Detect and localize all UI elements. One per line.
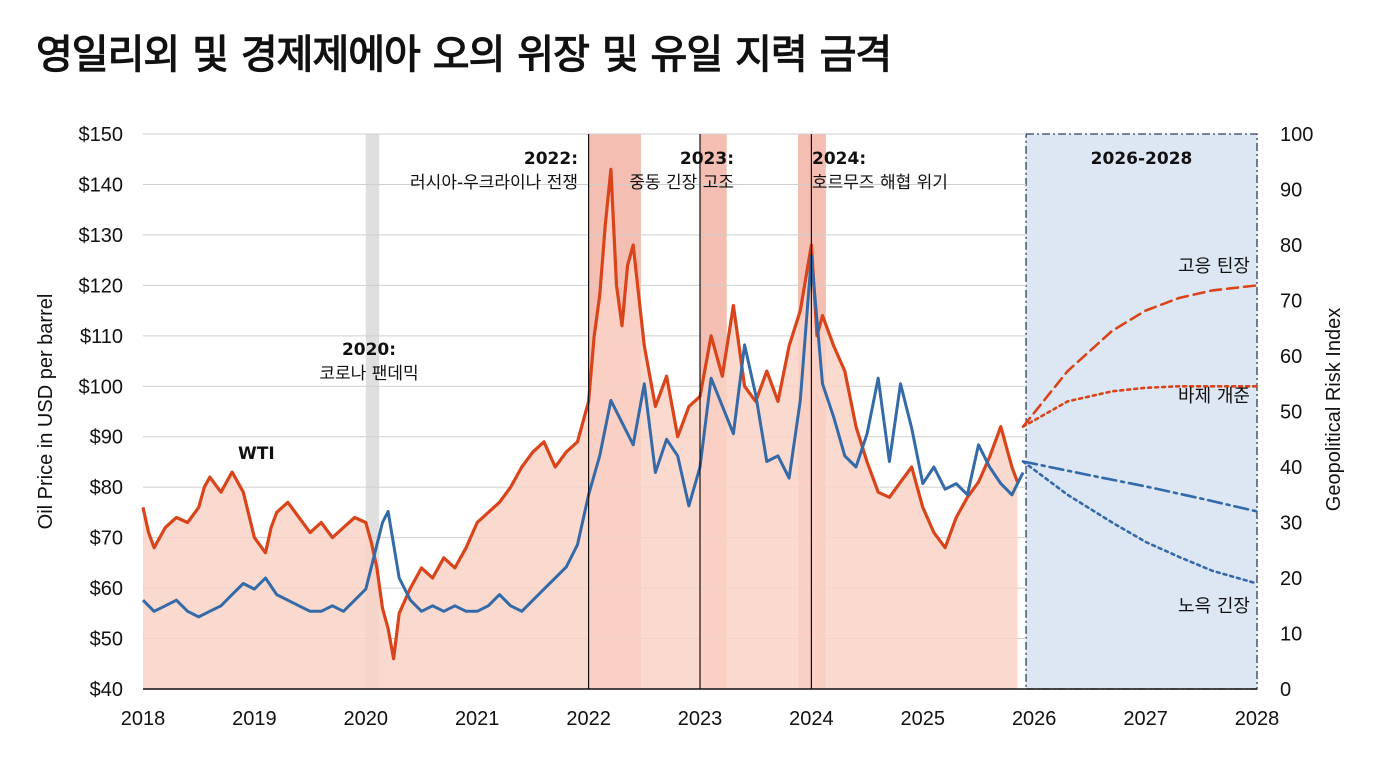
y2-tick-label: 100 [1280, 124, 1313, 146]
event-annotation-2: 중동 긴장 고조 [629, 173, 734, 193]
scenario-line-2 [1021, 460, 1259, 513]
y-tick-label: $100 [79, 376, 124, 398]
y-tick-label: $110 [80, 326, 123, 348]
y-tick-label: $70 [90, 528, 123, 550]
y-tick-label: $140 [79, 174, 124, 196]
y-tick-label: $60 [90, 578, 123, 600]
risk-index-line [141, 254, 1025, 619]
y-tick-label: $130 [79, 225, 124, 247]
wti-area-fill [143, 169, 1018, 690]
x-tick-label: 2027 [1123, 708, 1168, 730]
event-annotation-3: 호르무즈 해협 위기 [812, 173, 948, 193]
scenario-label-1: 바제 개준 [1178, 386, 1250, 407]
axes-layer: $40 $50 $60 $70 $80 $90 $100 $110 $120 $130 $140 $1… [35, 124, 1345, 730]
y2-tick-label: 40 [1280, 457, 1302, 479]
x-tick-label: 2020 [344, 708, 389, 730]
event-annotation-0: 2020: [342, 340, 396, 360]
x-tick-label: 2025 [901, 708, 946, 730]
x-tick-label: 2019 [232, 708, 277, 730]
y-tick-label: $120 [79, 275, 124, 297]
chart-title: 영일리외 및 경제제에아 오의 위장 및 유일 지력 금격 [36, 32, 892, 78]
event-annotation-1: 러시아-우크라이나 전쟁 [410, 173, 578, 193]
scenario-line-0 [1021, 284, 1259, 428]
x-tick-label: 2023 [678, 708, 723, 730]
y2-tick-label: 80 [1280, 235, 1302, 257]
y-tick-label: $90 [90, 427, 123, 449]
x-tick-label: 2018 [121, 708, 166, 730]
y2-tick-label: 20 [1280, 568, 1302, 590]
y-tick-label: $40 [90, 679, 123, 701]
y-tick-label: $80 [90, 477, 123, 499]
forecast-label: 2026-2028 [1091, 149, 1193, 169]
forecast-region [1025, 133, 1258, 690]
event-annotation-3: 2024: [812, 149, 866, 169]
x-tick-label: 2026 [1012, 708, 1057, 730]
y-tick-label: $150 [79, 124, 124, 146]
scenario-label-0: 고응 틴장 [1178, 256, 1250, 277]
scenario-line-1 [1021, 385, 1259, 428]
y2-tick-label: 0 [1280, 679, 1291, 701]
x-tick-label: 2028 [1235, 708, 1280, 730]
y2-tick-label: 30 [1280, 513, 1302, 535]
event-annotation-2: 2023: [680, 149, 734, 169]
event-annotation-0: 코로나 팬데믹 [319, 364, 418, 384]
wti-label: WTI [238, 444, 275, 464]
y2-tick-label: 60 [1280, 346, 1302, 368]
y-axis-title: Oil Price in USD per barrel [35, 294, 57, 530]
price-fill-layer [143, 169, 1018, 690]
scenario-label-3: 노윽 긴장 [1178, 596, 1250, 617]
y2-tick-label: 10 [1280, 624, 1302, 646]
y2-tick-label: 50 [1280, 402, 1302, 424]
x-tick-label: 2021 [455, 708, 500, 730]
scenario-line-3 [1021, 460, 1259, 585]
y-tick-label: $50 [90, 629, 123, 651]
y2-tick-label: 90 [1280, 180, 1302, 202]
y2-axis-title: Geopolitical Risk Index [1323, 308, 1345, 511]
y2-tick-label: 70 [1280, 291, 1302, 313]
x-tick-label: 2022 [566, 708, 611, 730]
x-tick-label: 2024 [789, 708, 834, 730]
event-annotation-1: 2022: [524, 149, 578, 169]
